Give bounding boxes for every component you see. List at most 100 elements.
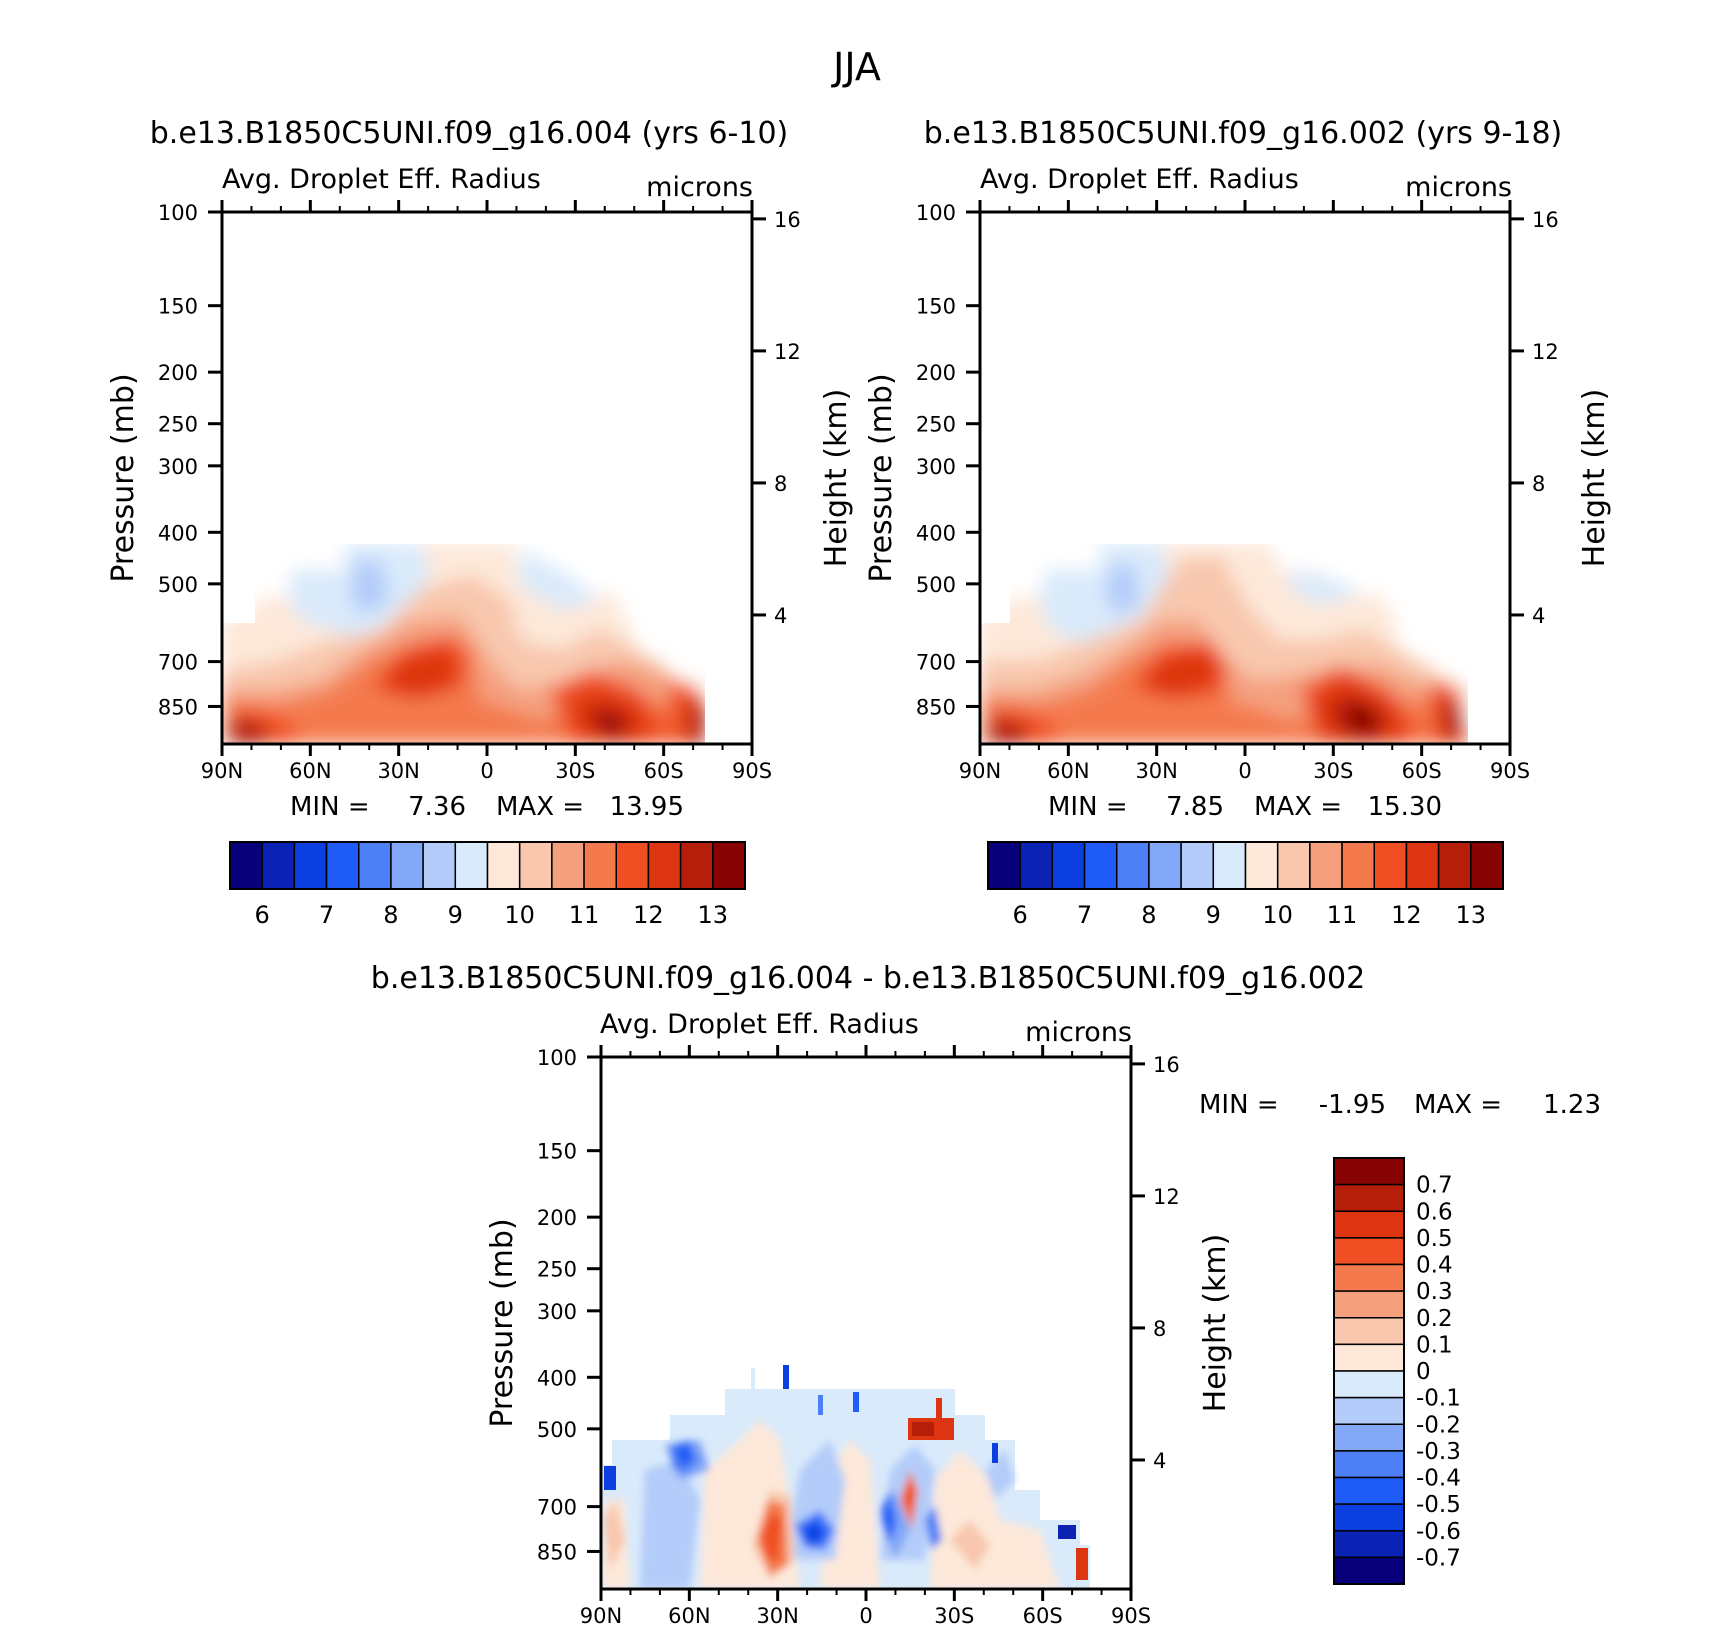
colorbar-swatch	[1333, 1263, 1405, 1292]
y-tick-label: 100	[916, 201, 956, 225]
colorbar-label: 0.1	[1416, 1332, 1453, 1358]
panel-diff: b.e13.B1850C5UNI.f09_g16.004 - b.e13.B18…	[371, 961, 1601, 1628]
colorbar-swatch	[1405, 841, 1440, 890]
panel-diff-y2label: Height (km)	[1198, 1234, 1233, 1413]
panel-left-field	[222, 212, 752, 744]
colorbar-frame	[1333, 1157, 1405, 1585]
colorbar-label: 11	[569, 901, 600, 929]
colorbar-swatch	[518, 841, 553, 890]
panel-right-units: microns	[1405, 172, 1512, 203]
y-tick-label: 700	[158, 651, 198, 675]
y-tick-label: 500	[537, 1418, 577, 1442]
panel-right-colorbar: 6 7 8 9 10 11 12 13	[987, 841, 1504, 929]
x-tick-label: 30S	[555, 759, 595, 783]
y-tick-label: 250	[916, 413, 956, 437]
colorbar-swatch	[261, 841, 296, 890]
colorbar-swatch	[1373, 841, 1408, 890]
y-tick-label: 500	[916, 573, 956, 597]
y2-tick-label: 8	[1532, 472, 1545, 496]
colorbar-label: -0.3	[1416, 1439, 1461, 1465]
x-tick-label: 60S	[644, 759, 684, 783]
panel-diff-max-value: 1.23	[1543, 1090, 1601, 1120]
panel-diff-field	[601, 1365, 1090, 1589]
x-tick-label: 60N	[1047, 759, 1089, 783]
colorbar-label: 11	[1327, 901, 1358, 929]
panel-right-ylabel: Pressure (mb)	[864, 373, 899, 582]
x-tick-label: 60S	[1023, 1604, 1063, 1628]
y-tick-label: 700	[916, 651, 956, 675]
panel-diff-axes: 100 150 200 250 300 400 500 700 850 16 12 8 4 90N 60N 3…	[537, 1045, 1180, 1628]
y2-tick-label: 8	[1153, 1317, 1166, 1341]
panel-diff-min-value: -1.95	[1319, 1090, 1386, 1120]
colorbar-label: 10	[504, 901, 535, 929]
colorbar-label: 7	[1077, 901, 1092, 929]
colorbar-label: 9	[448, 901, 463, 929]
y-tick-label: 200	[537, 1206, 577, 1230]
y-tick-label: 300	[158, 455, 198, 479]
y2-tick-label: 16	[1532, 208, 1559, 232]
x-tick-label: 30N	[1135, 759, 1177, 783]
panel-left-axes: 100 150 200 250 300 400 500 700 850 16 12 8 4 90N 60N 3…	[158, 200, 801, 783]
colorbar-label: 8	[1141, 901, 1156, 929]
colorbar-swatch	[1333, 1343, 1405, 1372]
colorbar-swatch	[1333, 1530, 1405, 1559]
colorbar-swatch	[325, 841, 360, 890]
panel-right-axes: 100 150 200 250 300 400 500 700 850 16 12 8 4 90N 60N 3…	[916, 200, 1559, 783]
panel-left-y2label: Height (km)	[819, 389, 854, 568]
panel-diff-max-label: MAX =	[1414, 1090, 1502, 1120]
panel-left-units: microns	[646, 172, 753, 203]
y2-tick-label: 12	[1532, 340, 1559, 364]
x-tick-label: 60N	[289, 759, 331, 783]
colorbar-label: -0.1	[1416, 1386, 1461, 1412]
y-tick-label: 150	[158, 295, 198, 319]
colorbar-swatch	[1333, 1210, 1405, 1239]
colorbar-swatch	[390, 841, 424, 890]
colorbar-swatch	[583, 841, 617, 890]
y2-tick-label: 12	[774, 340, 801, 364]
x-tick-label: 90N	[959, 759, 1001, 783]
y2-tick-label: 4	[1532, 604, 1545, 628]
y-tick-label: 500	[158, 573, 198, 597]
colorbar-label: 7	[319, 901, 334, 929]
colorbar-swatch	[1276, 841, 1311, 890]
colorbar-swatch	[1333, 1157, 1405, 1186]
colorbar-swatch	[1333, 1503, 1405, 1532]
colorbar-label: 9	[1206, 901, 1221, 929]
panel-diff-min-label: MIN =	[1199, 1090, 1279, 1120]
colorbar-frame	[229, 841, 746, 890]
panel-left-colorbar: 6 7 8 9 10 11 12 13	[229, 841, 746, 929]
y-tick-label: 200	[916, 361, 956, 385]
y-tick-label: 100	[537, 1046, 577, 1070]
colorbar-label: -0.4	[1416, 1466, 1461, 1492]
colorbar-label: -0.6	[1416, 1519, 1461, 1545]
panel-diff-units: microns	[1025, 1017, 1132, 1048]
colorbar-label: 0.4	[1416, 1253, 1453, 1279]
x-tick-label: 0	[859, 1604, 872, 1628]
panel-left-max-label: MAX =	[496, 792, 584, 822]
colorbar-swatch	[1333, 1423, 1405, 1452]
colorbar-label: 6	[255, 901, 270, 929]
colorbar-swatch	[1333, 1476, 1405, 1505]
panel-right-y2label: Height (km)	[1577, 389, 1612, 568]
colorbar-swatch	[1333, 1370, 1405, 1399]
panel-right-variable: Avg. Droplet Eff. Radius	[980, 164, 1299, 195]
colorbar-swatch	[1212, 841, 1247, 890]
y2-tick-label: 4	[774, 604, 787, 628]
panel-right-min-label: MIN =	[1048, 792, 1128, 822]
colorbar-swatch	[1333, 1317, 1405, 1346]
colorbar-swatch	[551, 841, 585, 890]
colorbar-swatch	[358, 841, 392, 890]
figure-title: JJA	[831, 45, 881, 89]
colorbar-label: 13	[698, 901, 729, 929]
y-tick-label: 100	[158, 201, 198, 225]
colorbar-label: 0.7	[1416, 1173, 1453, 1199]
colorbar-swatch	[1341, 841, 1375, 890]
colorbar-label: 13	[1456, 901, 1487, 929]
x-tick-label: 60S	[1402, 759, 1442, 783]
colorbar-swatch	[1437, 841, 1472, 890]
x-tick-label: 0	[1238, 759, 1251, 783]
colorbar-swatch	[1333, 1396, 1405, 1425]
colorbar-swatch	[454, 841, 489, 890]
panel-right-min-value: 7.85	[1166, 792, 1224, 822]
colorbar-label: 0	[1416, 1359, 1431, 1385]
